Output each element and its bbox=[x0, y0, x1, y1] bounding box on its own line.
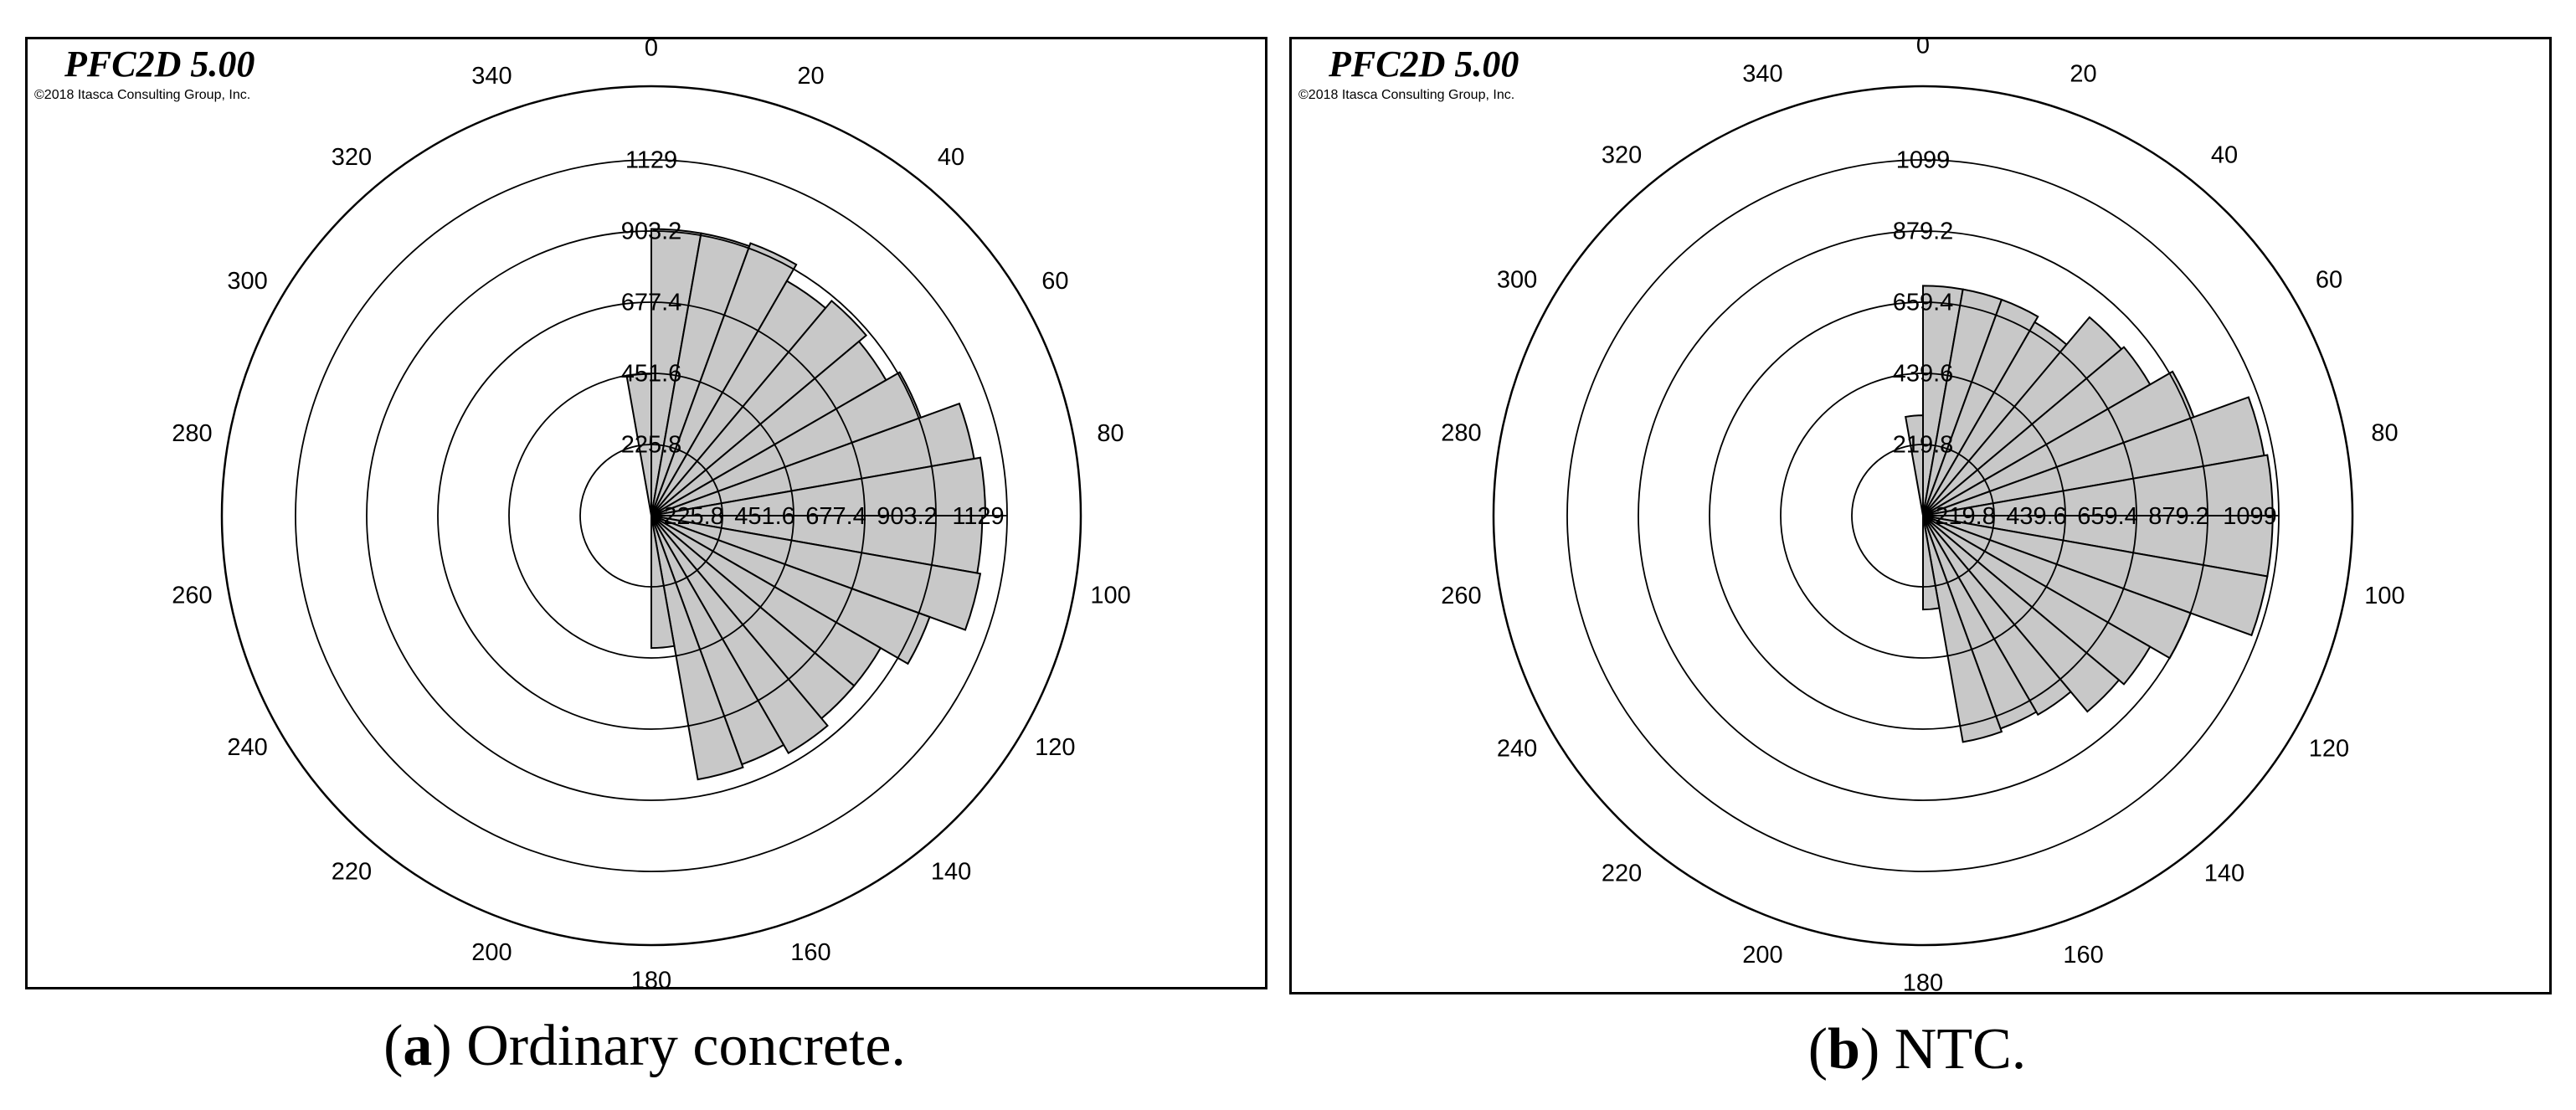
radial-tick-label: 659.4 bbox=[1893, 290, 1954, 316]
rose-bin bbox=[1905, 414, 1924, 516]
angle-label: 0 bbox=[645, 39, 658, 62]
angle-label: 320 bbox=[1602, 142, 1642, 169]
radial-tick-label: 677.4 bbox=[805, 503, 866, 530]
radial-tick-label: 451.6 bbox=[734, 503, 795, 530]
radial-tick-label: 677.4 bbox=[621, 290, 682, 316]
angle-label: 260 bbox=[172, 582, 212, 609]
angle-label: 300 bbox=[1497, 267, 1537, 294]
angle-label: 120 bbox=[1035, 734, 1075, 761]
angle-label: 240 bbox=[1497, 736, 1537, 763]
rose-bin bbox=[650, 242, 798, 516]
radial-tick-label: 879.2 bbox=[2148, 503, 2209, 530]
rose-bin bbox=[1922, 515, 2072, 717]
radial-tick-label: 225.8 bbox=[621, 432, 682, 459]
angle-label: 320 bbox=[332, 144, 372, 171]
angle-label: 40 bbox=[938, 144, 964, 171]
angle-label: 80 bbox=[1097, 420, 1123, 447]
angle-label: 60 bbox=[1041, 268, 1068, 295]
angle-label: 220 bbox=[332, 858, 372, 885]
angle-label: 160 bbox=[790, 939, 830, 966]
angle-label: 20 bbox=[797, 63, 824, 90]
angle-label: 180 bbox=[1903, 970, 1943, 992]
radial-tick-label: 219.8 bbox=[1893, 432, 1954, 459]
rose-bin bbox=[1922, 298, 2039, 516]
rose-bin bbox=[1922, 515, 2269, 637]
angle-label: 200 bbox=[1742, 942, 1782, 969]
radial-tick-label: 1099 bbox=[2223, 503, 2277, 530]
radial-tick-label: 903.2 bbox=[877, 503, 938, 530]
rose-diagram-a: 225.8 451.6 677.4 903.2 1129 225.8 451.6 677.4 9… bbox=[172, 39, 1130, 987]
caption-letter: b bbox=[1828, 1017, 1860, 1082]
copyright-text: ©2018 Itasca Consulting Group, Inc. bbox=[34, 88, 251, 102]
rose-diagram-panel-b: PFC2D 5.00 ©2018 Itasca Consulting Group… bbox=[1289, 37, 2552, 994]
radial-tick-label: 659.4 bbox=[2077, 503, 2138, 530]
radial-tick-label: 1129 bbox=[952, 503, 1004, 530]
angle-label: 80 bbox=[2371, 419, 2398, 446]
radial-tick-label: 1129 bbox=[625, 147, 677, 174]
angle-label: 180 bbox=[631, 968, 671, 987]
angle-label: 200 bbox=[471, 939, 512, 966]
caption-text: Ordinary concrete. bbox=[466, 1014, 906, 1078]
caption-b: (b) NTC. bbox=[1807, 1017, 2027, 1082]
copyright-text: ©2018 Itasca Consulting Group, Inc. bbox=[1298, 88, 1515, 102]
rose-bin bbox=[1922, 515, 2121, 713]
angle-label: 160 bbox=[2063, 942, 2103, 969]
radial-tick-label: 879.2 bbox=[1893, 218, 1954, 245]
angle-label: 280 bbox=[1441, 419, 1481, 446]
rose-bin bbox=[650, 515, 744, 781]
radial-tick-label: 439.6 bbox=[1893, 361, 1954, 388]
angle-label: 100 bbox=[1090, 582, 1130, 609]
angle-label: 20 bbox=[2070, 60, 2096, 87]
rose-bin bbox=[1922, 515, 2003, 743]
rose-bin bbox=[650, 515, 829, 754]
angle-label: 100 bbox=[2364, 583, 2404, 609]
software-brand: PFC2D 5.00 bbox=[64, 44, 255, 85]
radial-tick-label: 1099 bbox=[1896, 147, 1951, 174]
radial-tick-label: 219.8 bbox=[1935, 503, 1996, 530]
angle-label: 340 bbox=[471, 63, 512, 90]
software-brand: PFC2D 5.00 bbox=[1329, 44, 1519, 85]
angle-label: 220 bbox=[1602, 861, 1642, 887]
angle-label: 280 bbox=[172, 420, 212, 447]
rose-bin bbox=[650, 515, 982, 631]
angle-label: 300 bbox=[227, 268, 267, 295]
angle-label: 340 bbox=[1742, 60, 1782, 87]
caption-letter: a bbox=[403, 1014, 433, 1078]
radial-tick-label: 225.8 bbox=[663, 503, 724, 530]
outer-circle bbox=[1492, 85, 2354, 947]
caption-a: (a) Ordinary concrete. bbox=[383, 1014, 906, 1078]
radial-tick-label: 451.6 bbox=[621, 361, 682, 388]
rose-bin bbox=[650, 299, 868, 516]
angle-label: 60 bbox=[2316, 267, 2342, 294]
angle-label: 260 bbox=[1441, 583, 1481, 609]
rose-bin bbox=[650, 515, 931, 665]
angle-label: 140 bbox=[2204, 861, 2244, 887]
angle-label: 120 bbox=[2309, 736, 2349, 763]
rose-diagram-panel-a: PFC2D 5.00 ©2018 Itasca Consulting Group… bbox=[25, 37, 1267, 989]
angle-label: 0 bbox=[1916, 39, 1930, 59]
angle-label: 40 bbox=[2211, 142, 2238, 169]
rose-diagram-b: 219.8 439.6 659.4 879.2 1099 219.8 439.6 659.4 8… bbox=[1441, 39, 2404, 992]
outer-circle bbox=[220, 85, 1082, 947]
angle-label: 240 bbox=[227, 734, 267, 761]
radial-tick-label: 903.2 bbox=[621, 218, 682, 245]
angle-label: 140 bbox=[931, 858, 971, 885]
rose-bin bbox=[650, 515, 676, 650]
caption-text: NTC. bbox=[1894, 1017, 2027, 1082]
radial-tick-label: 439.6 bbox=[2006, 503, 2067, 530]
